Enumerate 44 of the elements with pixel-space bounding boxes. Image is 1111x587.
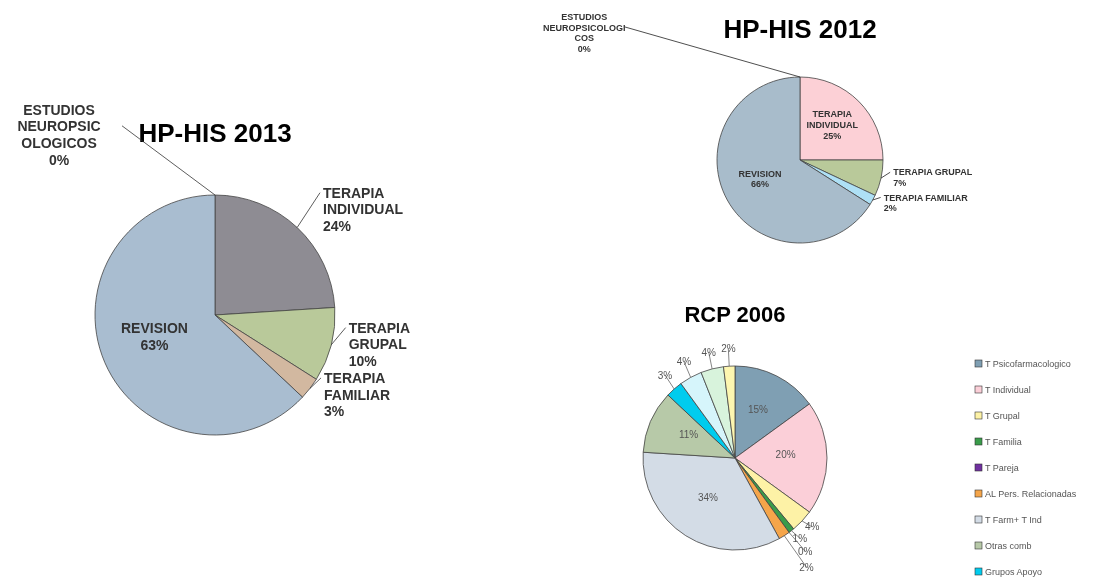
legend-label: T Pareja: [985, 463, 1019, 473]
category-label: ESTUDIOS NEUROPSICOLOGICOS: [542, 11, 626, 44]
data-label: 24%: [323, 218, 352, 235]
legend-label: T Grupal: [985, 411, 1020, 421]
data-label: 11%: [678, 428, 699, 440]
data-label: 4%: [804, 521, 820, 533]
legend-label: T Psicofarmacologico: [985, 359, 1071, 369]
slice-label: TERAPIA INDIVIDUAL: [806, 108, 859, 130]
data-label: 34%: [697, 491, 718, 503]
slice-label: TERAPIA GRUPAL: [893, 167, 973, 178]
data-label: 63%: [140, 336, 169, 353]
data-label: 10%: [348, 353, 378, 370]
legend-label: T Familia: [985, 437, 1022, 447]
data-label: 2%: [799, 561, 814, 573]
slice-label: REVISION: [120, 319, 188, 336]
slice-label: TERAPIA INDIVIDUAL: [323, 184, 404, 218]
slice-label: TERAPIA FAMILIAR: [883, 192, 969, 203]
data-label: 20%: [775, 449, 796, 460]
legend-label: AL Pers. Relacionadas: [985, 489, 1077, 499]
text: 0%: [48, 152, 70, 168]
chart-title: RCP 2006: [684, 302, 786, 327]
data-label: 7%: [893, 178, 907, 189]
data-label: 1%: [792, 532, 808, 544]
data-label: 4%: [701, 346, 717, 358]
data-label: 25%: [823, 130, 842, 141]
data-label: 66%: [750, 179, 769, 190]
text: 0%: [798, 545, 813, 557]
data-label: 2%: [721, 343, 736, 355]
legend-label: Grupos Apoyo: [985, 567, 1043, 577]
chart-title: HP-HIS 2013: [138, 118, 292, 148]
chart-title: HP-HIS 2012: [723, 14, 877, 44]
legend-label: Otras comb: [985, 541, 1032, 551]
data-label: 3%: [324, 403, 345, 420]
text: 0%: [577, 44, 591, 55]
legend-label: T Farm+ T Ind: [985, 515, 1042, 525]
slice-label: REVISION: [738, 168, 782, 179]
slice-label: TERAPIA FAMILIAR: [324, 369, 391, 403]
slice-label: TERAPIA GRUPAL: [348, 319, 411, 353]
data-label: 4%: [676, 356, 692, 368]
data-label: 3%: [657, 369, 673, 381]
category-label: ESTUDIOS NEUROPSICOLOGICOS: [17, 101, 101, 152]
legend-label: T Individual: [985, 385, 1031, 395]
data-label: 2%: [883, 203, 897, 214]
data-label: 15%: [747, 403, 769, 415]
